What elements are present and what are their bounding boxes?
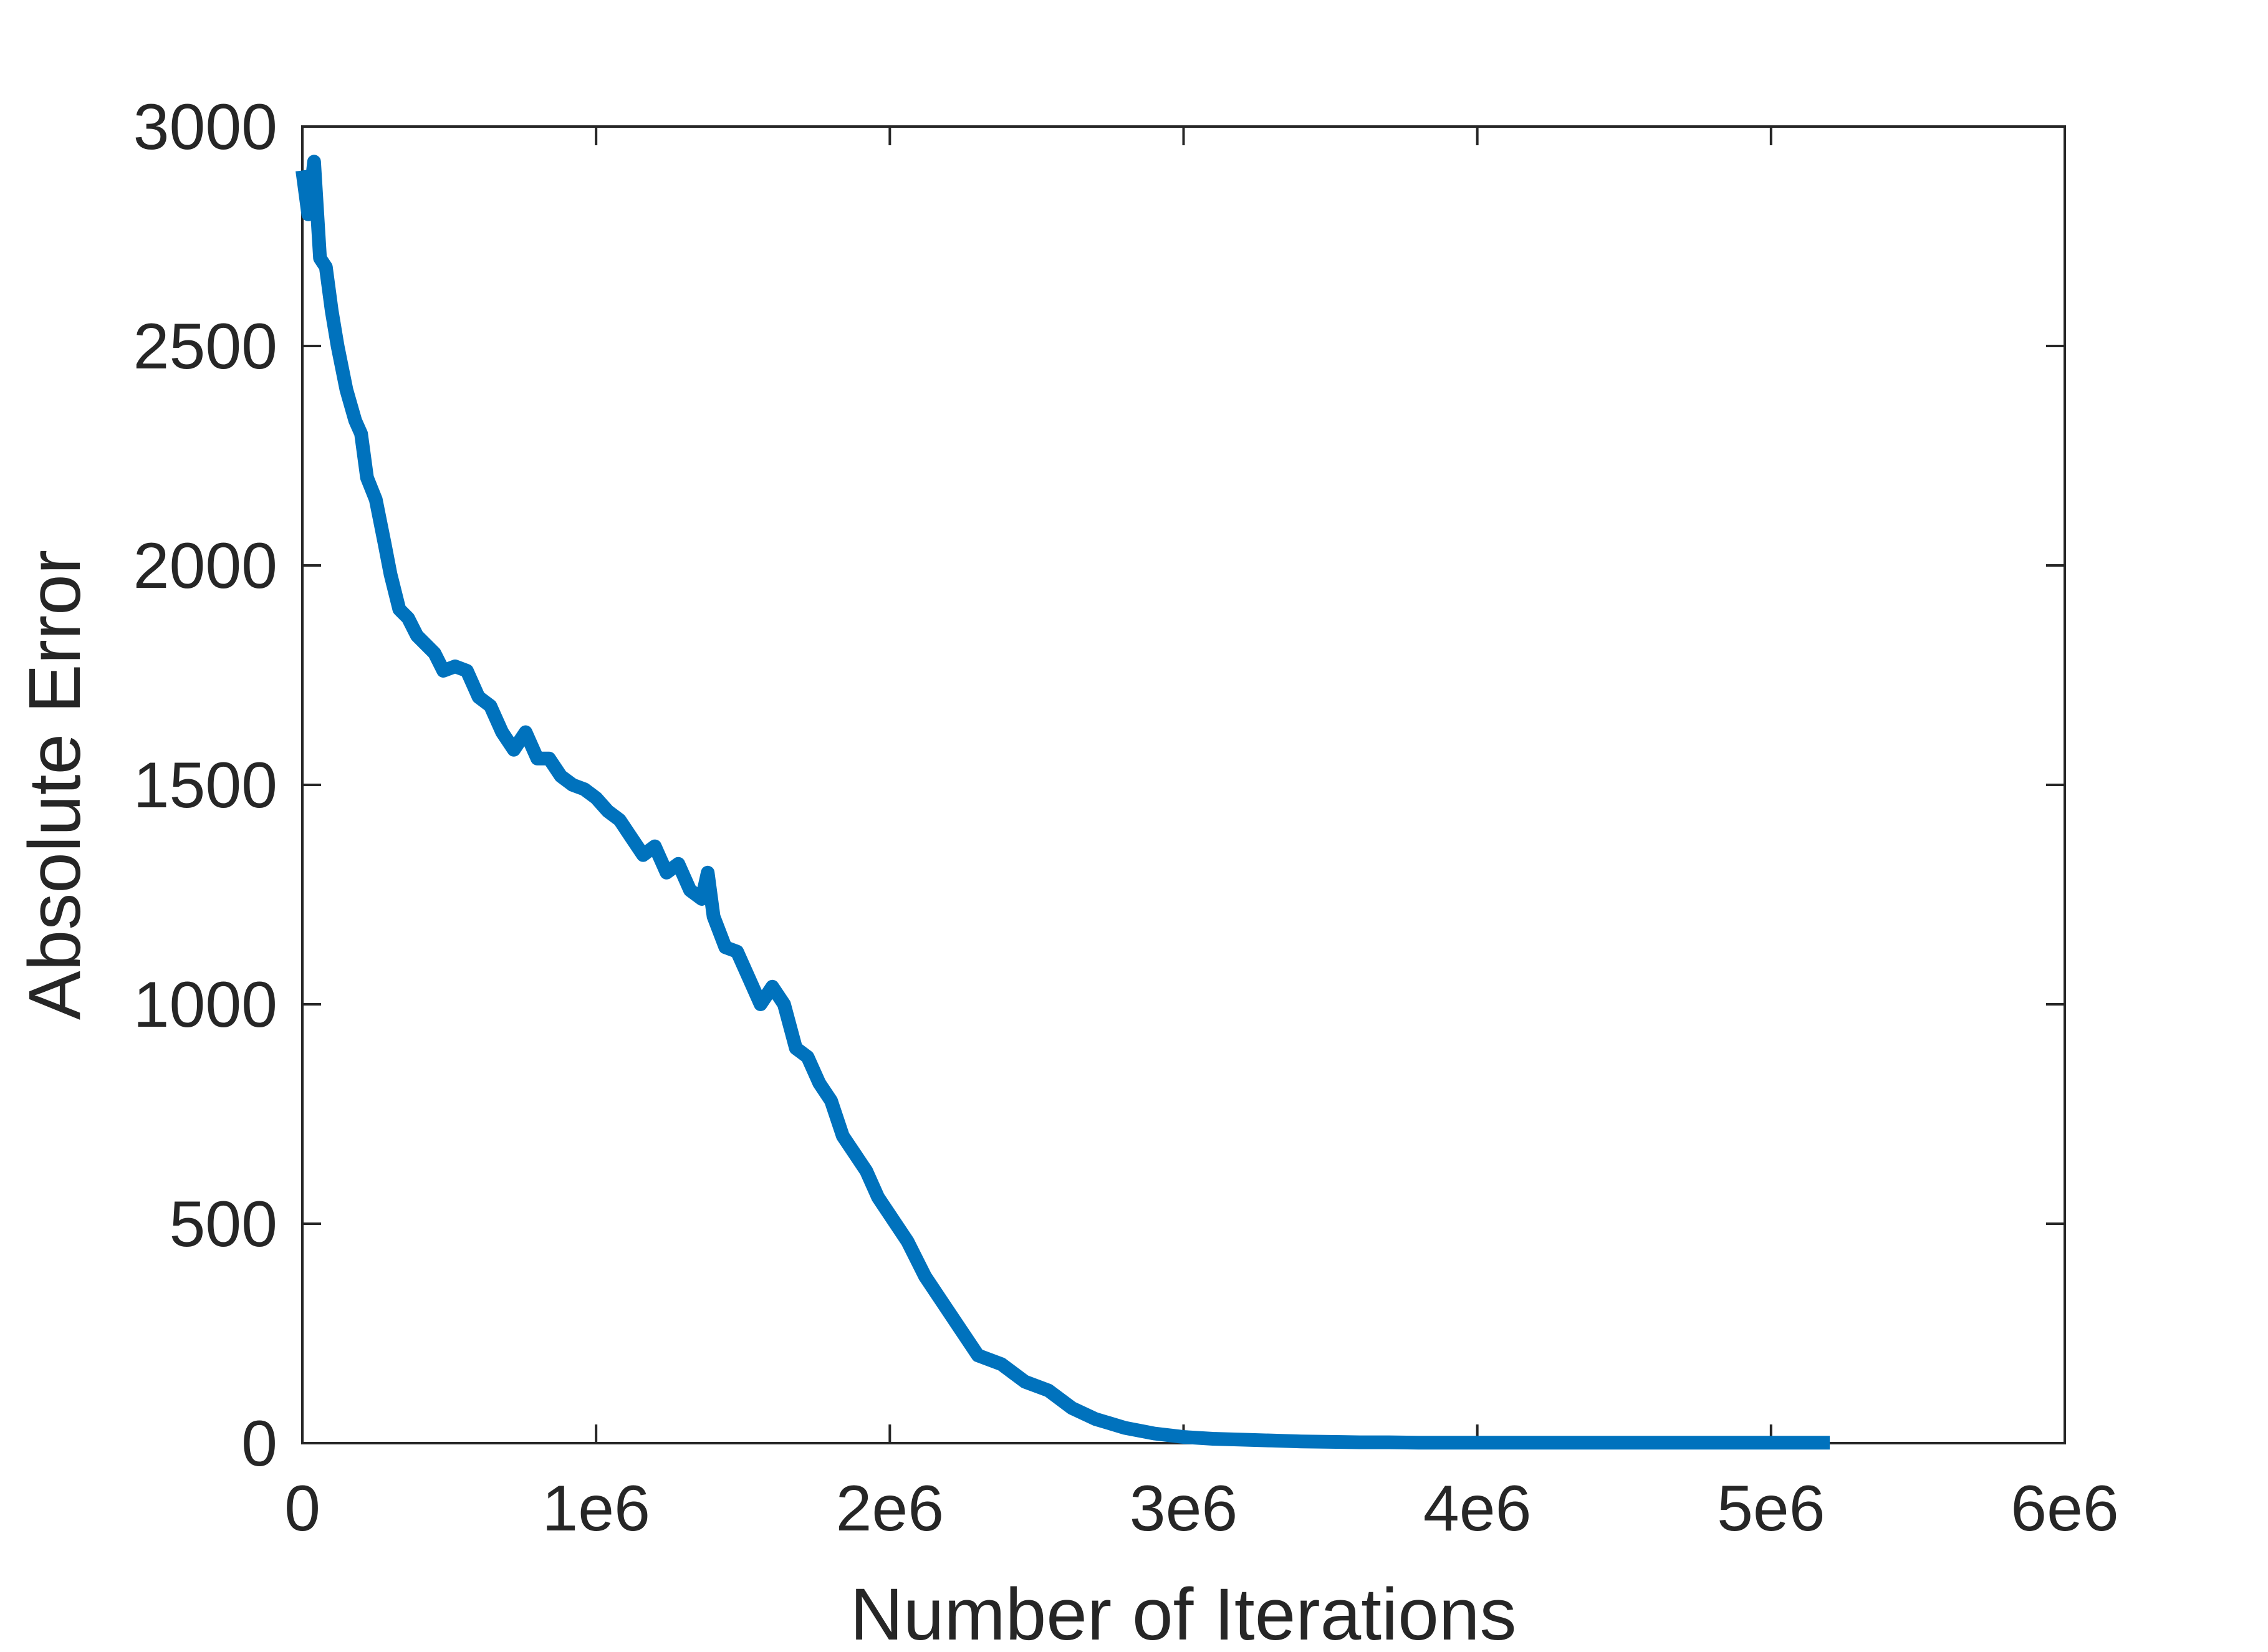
series-line (296, 155, 1830, 1450)
x-tick-label: 6e6 (2011, 1472, 2119, 1545)
x-tick-labels: 0 1e6 2e6 3e6 4e6 5e6 6e6 (284, 1472, 2119, 1545)
tick-marks (301, 125, 2066, 1444)
y-tick-label: 2500 (133, 310, 277, 383)
y-tick-label: 2000 (133, 530, 277, 602)
y-tick-labels: 0 500 1000 1500 2000 2500 3000 (133, 91, 277, 1480)
y-axis-title: Absolute Error (14, 550, 96, 1020)
x-axis-title: Number of Iterations (850, 1573, 1516, 1652)
x-tick-label: 4e6 (1423, 1472, 1532, 1545)
y-tick-label: 1000 (133, 969, 277, 1041)
x-tick-label: 3e6 (1130, 1472, 1238, 1545)
y-tick-label: 1500 (133, 749, 277, 822)
y-tick-label: 500 (169, 1188, 277, 1261)
y-tick-label: 3000 (133, 91, 277, 163)
x-tick-label: 0 (284, 1472, 320, 1545)
y-tick-label: 0 (241, 1408, 277, 1480)
x-tick-label: 5e6 (1717, 1472, 1825, 1545)
series-group (296, 155, 1830, 1450)
x-tick-label: 2e6 (836, 1472, 944, 1545)
x-tick-label: 1e6 (542, 1472, 650, 1545)
